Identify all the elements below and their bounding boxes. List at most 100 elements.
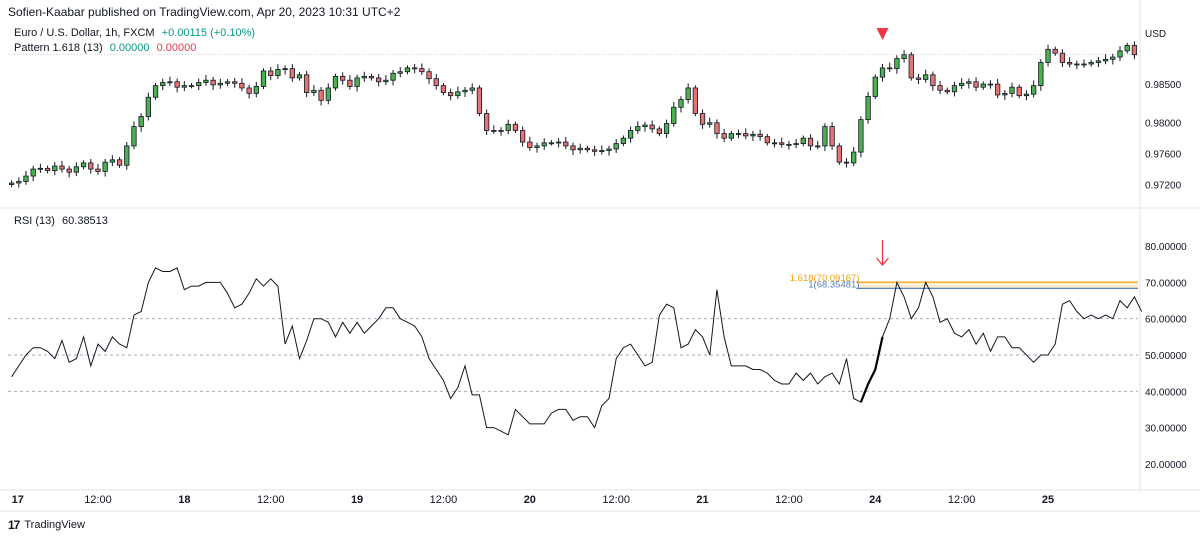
price-change: +0.00115 (+0.10%) [161,27,256,39]
candle-body [606,148,612,151]
time-tick-label: 12:00 [775,494,803,506]
candle [555,138,562,148]
tradingview-logo[interactable]: 17 TradingView [8,518,85,532]
candle [419,63,425,76]
candle-body [1023,93,1030,97]
candle [361,71,367,82]
candle-body [37,167,44,170]
candle-body [1002,92,1008,96]
candle [483,109,490,136]
candle [743,128,749,140]
candle [448,88,454,101]
candle-body [973,81,979,88]
candle-body [735,133,742,135]
candle [1081,59,1087,68]
candle [620,135,627,147]
candle-body [282,68,288,71]
candle-body [289,68,295,79]
candle [570,142,576,155]
candle [44,165,51,174]
candle-body [771,142,778,145]
candle [635,121,641,134]
candle-body [887,67,893,70]
candle-body [822,126,828,147]
candle-body [901,54,907,59]
candle-body [764,136,770,144]
candle [959,78,965,89]
candle-body [404,67,411,73]
candle [613,139,619,153]
candle-body [951,85,958,93]
candle [685,83,691,104]
candle [1016,84,1022,99]
candle [807,134,814,151]
candle-body [1045,48,1051,63]
candle-body [995,83,1001,96]
candle-body [152,85,159,98]
candle [289,64,295,82]
candle [152,82,159,100]
candle [167,76,173,86]
candle-body [923,74,929,80]
candle [383,75,389,86]
candle-body [642,124,648,127]
candle [944,87,950,95]
candle-body [851,151,857,164]
candle [73,162,80,177]
candle-body [1052,48,1058,54]
candle [23,170,29,185]
candle-body [361,75,367,79]
candle [534,142,540,153]
candle-body [210,79,216,86]
fib-1618-label: 1.618(70.09167) [790,273,860,284]
pattern-label[interactable]: Pattern 1.618 (13) [14,42,103,54]
symbol-label[interactable]: Euro / U.S. Dollar, 1h, FXCM [14,27,155,39]
candle-body [534,145,540,148]
candle [368,73,375,81]
candle-body [469,87,475,91]
candle [519,126,526,147]
candle-body [376,77,382,83]
candle-body [1117,50,1123,58]
candle [671,102,677,127]
published-by-text: Sofien-Kaabar published on TradingView.c… [8,5,401,19]
time-tick-label: 12:00 [84,494,112,506]
candle [541,138,547,150]
candle-body [786,143,792,146]
candle-body [613,143,619,150]
candle [987,80,994,89]
candle-body [815,145,821,148]
time-tick-label: 21 [696,494,708,506]
candle-body [354,77,360,87]
rsi-tick-label: 30.00000 [1145,424,1187,435]
candle [836,143,842,165]
candle [88,158,94,174]
candle-body [577,147,583,151]
candle [1095,56,1102,68]
rsi-label[interactable]: RSI (13) [14,215,55,227]
candle [145,92,151,121]
candle [30,165,36,182]
candle-body [30,168,36,177]
candle [1009,82,1015,98]
candle-body [548,142,555,145]
candle-body [224,81,231,84]
candle [239,78,245,92]
candle-body [66,168,72,173]
candle-body [707,122,713,125]
candle [498,127,504,136]
candle-body [253,86,259,94]
candle [246,84,252,99]
candle [764,133,770,146]
candle-body [188,85,195,88]
candle-body [872,76,878,97]
time-tick-label: 18 [178,494,190,506]
candle-body [944,89,950,93]
candle [59,160,65,173]
candle-body [217,82,223,86]
candle [66,165,72,178]
candle [397,67,403,78]
time-tick-label: 25 [1042,494,1054,506]
main-legend: Euro / U.S. Dollar, 1h, FXCM +0.00115 (+… [14,27,259,39]
